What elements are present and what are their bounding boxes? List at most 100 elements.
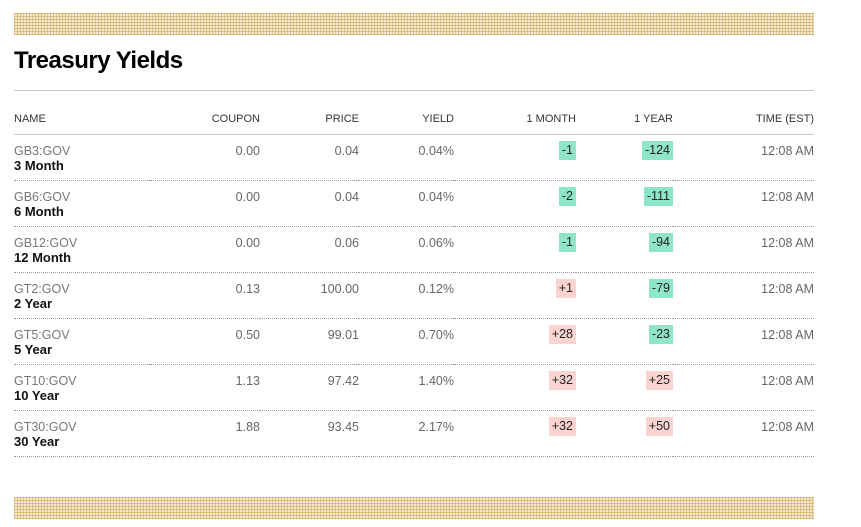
yield-value: 0.04% bbox=[418, 144, 454, 158]
one-year-cell: -79 bbox=[576, 272, 673, 319]
one-year-cell: +25 bbox=[576, 364, 673, 411]
one-year-change-badge: -124 bbox=[641, 141, 673, 160]
time-cell: 12:08 AM bbox=[673, 410, 814, 457]
table-body: GB3:GOV 3 Month 0.00 0.04 0.04% -1 -124 … bbox=[14, 134, 814, 457]
one-month-change-badge: +28 bbox=[548, 325, 576, 344]
yield-cell: 1.40% bbox=[359, 364, 454, 411]
one-year-cell: -23 bbox=[576, 318, 673, 365]
column-header-yield: YIELD bbox=[359, 103, 454, 135]
time-value: 12:08 AM bbox=[761, 328, 814, 342]
price-value: 0.04 bbox=[334, 144, 359, 158]
coupon-cell: 1.13 bbox=[150, 364, 260, 411]
yield-value: 1.40% bbox=[418, 374, 454, 388]
coupon-value: 0.00 bbox=[235, 144, 260, 158]
tenor-label: 3 Month bbox=[14, 158, 64, 173]
time-value: 12:08 AM bbox=[761, 144, 814, 158]
time-cell: 12:08 AM bbox=[673, 318, 814, 365]
ticker-label[interactable]: GT10:GOV bbox=[14, 374, 77, 388]
table-row[interactable]: GB6:GOV 6 Month 0.00 0.04 0.04% -2 -111 … bbox=[14, 180, 814, 227]
name-cell: GB6:GOV 6 Month bbox=[14, 180, 150, 227]
price-cell: 100.00 bbox=[260, 272, 359, 319]
tenor-label: 30 Year bbox=[14, 434, 60, 449]
tenor-label: 10 Year bbox=[14, 388, 60, 403]
time-cell: 12:08 AM bbox=[673, 364, 814, 411]
one-year-change-badge: -111 bbox=[643, 187, 673, 206]
yield-cell: 0.06% bbox=[359, 226, 454, 273]
one-month-change-badge: +1 bbox=[555, 279, 576, 298]
ticker-label[interactable]: GT2:GOV bbox=[14, 282, 70, 296]
coupon-cell: 0.50 bbox=[150, 318, 260, 365]
price-value: 97.42 bbox=[327, 374, 359, 388]
table-row[interactable]: GB3:GOV 3 Month 0.00 0.04 0.04% -1 -124 … bbox=[14, 134, 814, 181]
one-month-change-badge: -1 bbox=[558, 141, 576, 160]
coupon-value: 1.88 bbox=[235, 420, 260, 434]
time-value: 12:08 AM bbox=[761, 282, 814, 296]
name-cell: GT5:GOV 5 Year bbox=[14, 318, 150, 365]
top-pattern-banner bbox=[14, 13, 814, 35]
one-month-change-badge: +32 bbox=[548, 371, 576, 390]
table-row[interactable]: GT10:GOV 10 Year 1.13 97.42 1.40% +32 +2… bbox=[14, 364, 814, 411]
one-month-cell: +1 bbox=[454, 272, 576, 319]
time-cell: 12:08 AM bbox=[673, 226, 814, 273]
price-value: 0.06 bbox=[334, 236, 359, 250]
ticker-label[interactable]: GT30:GOV bbox=[14, 420, 77, 434]
yield-value: 2.17% bbox=[418, 420, 454, 434]
yield-value: 0.04% bbox=[418, 190, 454, 204]
one-year-cell: -94 bbox=[576, 226, 673, 273]
yield-cell: 0.04% bbox=[359, 134, 454, 181]
name-cell: GT30:GOV 30 Year bbox=[14, 410, 150, 457]
column-header-1-month: 1 MONTH bbox=[454, 103, 576, 135]
yield-value: 0.12% bbox=[418, 282, 454, 296]
name-cell: GB3:GOV 3 Month bbox=[14, 134, 150, 181]
one-month-change-badge: +32 bbox=[548, 417, 576, 436]
price-value: 93.45 bbox=[327, 420, 359, 434]
price-cell: 0.06 bbox=[260, 226, 359, 273]
yields-table: NAME COUPON PRICE YIELD 1 MONTH 1 YEAR T… bbox=[14, 103, 814, 457]
one-month-cell: +28 bbox=[454, 318, 576, 365]
yield-cell: 0.04% bbox=[359, 180, 454, 227]
one-year-cell: -124 bbox=[576, 134, 673, 181]
ticker-label[interactable]: GT5:GOV bbox=[14, 328, 70, 342]
ticker-label[interactable]: GB3:GOV bbox=[14, 144, 71, 158]
ticker-label[interactable]: GB12:GOV bbox=[14, 236, 78, 250]
time-value: 12:08 AM bbox=[761, 190, 814, 204]
coupon-cell: 0.13 bbox=[150, 272, 260, 319]
one-year-change-badge: -79 bbox=[648, 279, 673, 298]
table-row[interactable]: GT5:GOV 5 Year 0.50 99.01 0.70% +28 -23 … bbox=[14, 318, 814, 365]
one-year-change-badge: +50 bbox=[645, 417, 673, 436]
time-value: 12:08 AM bbox=[761, 374, 814, 388]
coupon-cell: 1.88 bbox=[150, 410, 260, 457]
coupon-cell: 0.00 bbox=[150, 226, 260, 273]
yield-cell: 2.17% bbox=[359, 410, 454, 457]
table-row[interactable]: GT30:GOV 30 Year 1.88 93.45 2.17% +32 +5… bbox=[14, 410, 814, 457]
column-header-price: PRICE bbox=[260, 103, 359, 135]
table-header-row: NAME COUPON PRICE YIELD 1 MONTH 1 YEAR T… bbox=[14, 103, 814, 135]
coupon-cell: 0.00 bbox=[150, 180, 260, 227]
table-row[interactable]: GB12:GOV 12 Month 0.00 0.06 0.06% -1 -94… bbox=[14, 226, 814, 273]
price-cell: 0.04 bbox=[260, 180, 359, 227]
one-month-cell: -1 bbox=[454, 134, 576, 181]
time-value: 12:08 AM bbox=[761, 236, 814, 250]
price-cell: 0.04 bbox=[260, 134, 359, 181]
coupon-cell: 0.00 bbox=[150, 134, 260, 181]
price-cell: 99.01 bbox=[260, 318, 359, 365]
price-value: 99.01 bbox=[327, 328, 359, 342]
one-month-change-badge: -1 bbox=[558, 233, 576, 252]
ticker-label[interactable]: GB6:GOV bbox=[14, 190, 71, 204]
price-cell: 93.45 bbox=[260, 410, 359, 457]
one-year-cell: -111 bbox=[576, 180, 673, 227]
tenor-label: 6 Month bbox=[14, 204, 64, 219]
name-cell: GT10:GOV 10 Year bbox=[14, 364, 150, 411]
column-header-name: NAME bbox=[14, 103, 150, 135]
title-divider bbox=[14, 90, 814, 91]
yield-value: 0.70% bbox=[418, 328, 454, 342]
one-year-change-badge: -94 bbox=[648, 233, 673, 252]
one-year-change-badge: +25 bbox=[645, 371, 673, 390]
bottom-pattern-banner bbox=[14, 497, 814, 519]
one-month-cell: +32 bbox=[454, 410, 576, 457]
coupon-value: 0.50 bbox=[235, 328, 260, 342]
time-cell: 12:08 AM bbox=[673, 180, 814, 227]
column-header-time: TIME (EST) bbox=[673, 103, 814, 135]
table-row[interactable]: GT2:GOV 2 Year 0.13 100.00 0.12% +1 -79 … bbox=[14, 272, 814, 319]
